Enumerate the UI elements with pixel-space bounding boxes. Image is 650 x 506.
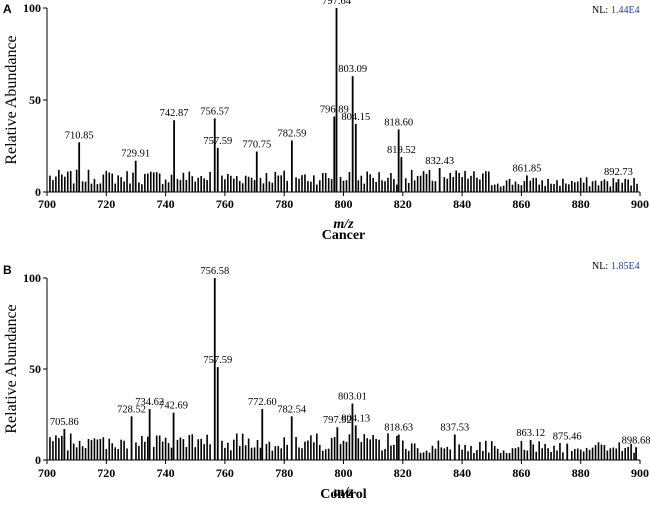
x-tick-label: 740 — [157, 197, 175, 211]
y-axis-label: Relative Abundance — [3, 35, 20, 164]
peak-label: 757.59 — [203, 355, 232, 366]
nl-label: NL: — [592, 5, 608, 16]
y-axis-label: Relative Abundance — [3, 304, 20, 433]
x-tick-label: 720 — [97, 466, 115, 480]
spectrum-panel-cancer: A NL: 1.44E4 Relative Abundance 710.85 729.91… — [3, 0, 649, 243]
x-tick-label: 820 — [394, 466, 412, 480]
peak-label: 742.69 — [159, 401, 188, 412]
y-tick-label: 0 — [35, 453, 41, 467]
peak-label: 803.09 — [338, 64, 367, 75]
x-tick-label: 840 — [453, 197, 471, 211]
x-tick-label: 760 — [216, 197, 234, 211]
peak-label: 770.75 — [242, 140, 271, 151]
spectrum-panel-control: B NL: 1.85E4 Relative Abundance 705.86 728.52… — [3, 261, 650, 502]
peak-label: 892.73 — [604, 167, 633, 178]
x-tick-label: 780 — [275, 197, 293, 211]
x-tick-label: 860 — [512, 466, 530, 480]
peak-label: 782.54 — [277, 404, 307, 415]
peak-label: 757.59 — [203, 136, 232, 147]
x-tick-label: 900 — [631, 466, 649, 480]
x-tick-label: 840 — [453, 466, 471, 480]
panel-letter: A — [3, 2, 12, 16]
y-tick-label: 100 — [23, 271, 41, 285]
x-tick-label: 700 — [38, 197, 56, 211]
peak-label: 710.85 — [65, 130, 94, 141]
peak-label: 734.62 — [135, 397, 164, 408]
x-tick-label: 800 — [335, 197, 353, 211]
peak-label: 875.46 — [553, 432, 582, 443]
x-tick-label: 880 — [572, 197, 590, 211]
nl-value: 1.85E4 — [611, 261, 640, 272]
x-axis-label: m/z — [333, 485, 354, 500]
peak-label: 803.01 — [338, 392, 367, 403]
baseline-peaks — [49, 169, 638, 192]
x-tick-label: 740 — [157, 466, 175, 480]
panel-letter: B — [3, 263, 12, 277]
peak-label: 804.15 — [341, 112, 370, 123]
panel-caption: Control — [320, 487, 367, 502]
x-tick-label: 700 — [38, 466, 56, 480]
y-tick-label: 50 — [29, 93, 41, 107]
peak-label: 772.60 — [248, 397, 277, 408]
peak-label: 796.89 — [320, 105, 349, 116]
peak-label: 797.92 — [323, 415, 352, 426]
peak-label: 728.52 — [117, 404, 146, 415]
x-tick-label: 780 — [275, 466, 293, 480]
peak-label: 818.63 — [384, 423, 413, 434]
peak-label: 756.57 — [200, 106, 229, 117]
x-tick-label: 900 — [631, 197, 649, 211]
peak-label: 804.13 — [341, 413, 370, 424]
peak-label: 742.87 — [160, 108, 189, 119]
peak-label: 782.59 — [277, 128, 306, 139]
x-axis-label: m/z — [333, 217, 354, 232]
peak-label: 705.86 — [50, 417, 79, 428]
y-tick-label: 0 — [35, 185, 41, 199]
y-tick-label: 50 — [29, 362, 41, 376]
peak-label: 729.91 — [121, 149, 150, 160]
x-tick-label: 880 — [572, 466, 590, 480]
peak-label: 756.58 — [200, 266, 229, 277]
x-tick-label: 820 — [394, 197, 412, 211]
x-tick-label: 860 — [512, 197, 530, 211]
peak-label: 797.64 — [322, 0, 352, 7]
peak-label: 819.52 — [387, 145, 416, 156]
peak-label: 832.43 — [425, 156, 454, 167]
y-tick-label: 100 — [23, 1, 41, 15]
peak-label: 837.53 — [440, 423, 469, 434]
x-tick-label: 720 — [97, 197, 115, 211]
x-tick-label: 800 — [335, 466, 353, 480]
peak-label: 863.12 — [516, 428, 545, 439]
baseline-peaks — [49, 433, 635, 460]
panel-caption: Cancer — [322, 228, 366, 243]
nl-label: NL: — [592, 261, 608, 272]
nl-value: 1.44E4 — [611, 5, 640, 16]
peak-label: 818.60 — [384, 117, 413, 128]
x-tick-label: 760 — [216, 466, 234, 480]
peak-label: 861.85 — [512, 163, 541, 174]
peak-label: 898.68 — [622, 435, 650, 446]
